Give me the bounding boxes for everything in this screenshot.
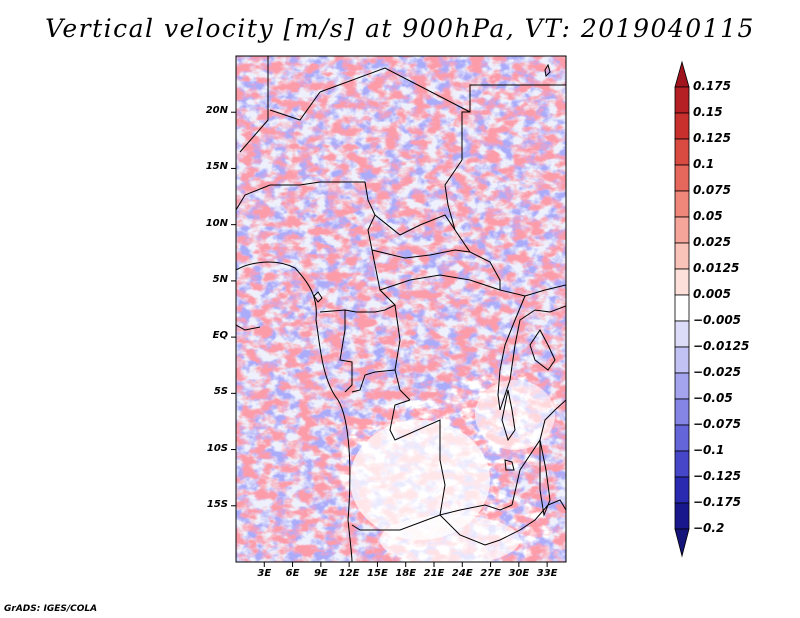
colorbar-level-label: 0.125: [693, 131, 731, 145]
shaded-field: [236, 56, 566, 562]
lat-label: 15S: [206, 498, 228, 510]
lon-label: 12E: [338, 568, 360, 579]
lat-label: EQ: [212, 330, 228, 342]
colorbar-level-label: 0.05: [693, 209, 723, 223]
lon-label: 15E: [367, 568, 388, 579]
colorbar-level-label: −0.125: [693, 469, 742, 483]
colorbar-level-label: 0.1: [693, 157, 715, 171]
colorbar-box: [674, 242, 690, 270]
colorbar-box: [674, 320, 690, 348]
colorbar-level-label: 0.025: [693, 235, 731, 249]
colorbar-box: [674, 86, 690, 114]
colorbar-box: [674, 268, 690, 296]
colorbar-box: [674, 60, 690, 88]
lon-label: 6E: [285, 568, 300, 579]
colorbar-level-label: −0.0125: [693, 339, 750, 353]
colorbar-level-label: 0.005: [693, 287, 731, 301]
colorbar-level-label: 0.175: [693, 79, 731, 93]
colorbar-box: [674, 216, 690, 244]
colorbar-level-label: −0.025: [693, 365, 742, 379]
colorbar-box: [674, 476, 690, 504]
lon-label: 18E: [395, 568, 417, 579]
lat-label: 15N: [205, 161, 228, 173]
lon-label: 24E: [451, 568, 473, 579]
colorbar-box: [674, 372, 690, 400]
colorbar-box: [674, 294, 690, 322]
colorbar-box: [674, 190, 690, 218]
colorbar-box: [674, 138, 690, 166]
colorbar-level-label: −0.005: [693, 313, 742, 327]
colorbar-level-label: −0.075: [693, 417, 742, 431]
lat-label: 20N: [205, 105, 228, 117]
lon-label: 9E: [313, 568, 328, 579]
lon-label: 27E: [480, 568, 501, 579]
colorbar-box: [674, 346, 690, 374]
lon-label: 3E: [257, 568, 272, 579]
colorbar-level-label: 0.0125: [693, 261, 740, 275]
lat-label: 10N: [205, 217, 228, 229]
plot-title: Vertical velocity [m/s] at 900hPa, VT: 2…: [45, 14, 755, 43]
lat-label: 5N: [212, 273, 228, 285]
colorbar-level-label: −0.05: [693, 391, 733, 405]
colorbar-box: [674, 112, 690, 140]
lon-label: 30E: [508, 568, 530, 579]
axis-ticks: [231, 111, 548, 567]
lat-label: 5S: [213, 386, 228, 398]
colorbar-box: [674, 528, 690, 558]
plot-frame: [235, 55, 567, 563]
colorbar-box: [674, 424, 690, 452]
grads-credit: GrADS: IGES/COLA: [4, 604, 98, 614]
country-borders: [236, 56, 566, 562]
colorbar-box: [674, 450, 690, 478]
colorbar-level-label: 0.15: [693, 105, 723, 119]
colorbar-box: [674, 398, 690, 426]
colorbar-level-label: −0.1: [693, 443, 725, 457]
colorbar-level-label: −0.2: [693, 521, 725, 535]
colorbar-box: [674, 502, 690, 530]
lat-label: 10S: [206, 442, 228, 454]
lon-label: 33E: [536, 568, 558, 579]
lon-label: 21E: [423, 568, 445, 579]
colorbar-box: [674, 164, 690, 192]
colorbar-level-label: 0.075: [693, 183, 731, 197]
colorbar-level-label: −0.175: [693, 495, 742, 509]
